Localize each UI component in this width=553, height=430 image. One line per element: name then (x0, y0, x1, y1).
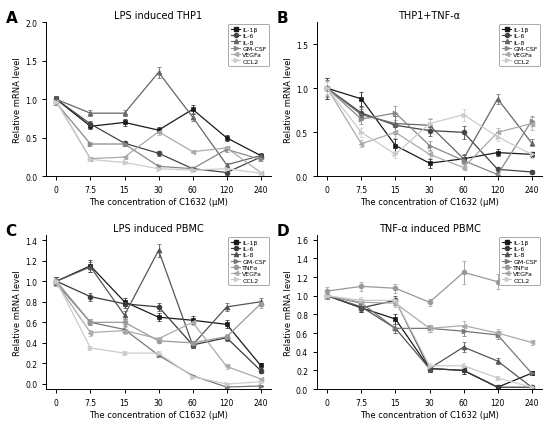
X-axis label: The concentration of C1632 (μM): The concentration of C1632 (μM) (89, 198, 228, 207)
Y-axis label: Relative mRNA level: Relative mRNA level (13, 270, 22, 355)
Text: C: C (6, 223, 17, 238)
X-axis label: The concentration of C1632 (μM): The concentration of C1632 (μM) (360, 410, 499, 419)
Title: LPS induced THP1: LPS induced THP1 (114, 11, 202, 21)
Legend: IL-1β, IL-6, IL-8, GM-CSF, TNFα, VEGFa, CCL2: IL-1β, IL-6, IL-8, GM-CSF, TNFα, VEGFa, … (228, 237, 269, 286)
X-axis label: The concentration of C1632 (μM): The concentration of C1632 (μM) (89, 410, 228, 419)
Y-axis label: Relative mRNA level: Relative mRNA level (284, 270, 293, 355)
Y-axis label: Relative mRNA level: Relative mRNA level (13, 57, 22, 143)
Text: D: D (276, 223, 289, 238)
Y-axis label: Relative mRNA level: Relative mRNA level (284, 57, 293, 143)
X-axis label: The concentration of C1632 (μM): The concentration of C1632 (μM) (360, 198, 499, 207)
Title: THP1+TNF-α: THP1+TNF-α (399, 11, 461, 21)
Title: LPS induced PBMC: LPS induced PBMC (113, 223, 204, 233)
Title: TNF-α induced PBMC: TNF-α induced PBMC (379, 223, 481, 233)
Legend: IL-1β, IL-6, IL-8, GM-CSF, TNFα, VEGFa, CCL2: IL-1β, IL-6, IL-8, GM-CSF, TNFα, VEGFa, … (499, 237, 540, 286)
Text: A: A (6, 11, 18, 26)
Legend: IL-1β, IL-6, IL-8, GM-CSF, VEGFa, CCL2: IL-1β, IL-6, IL-8, GM-CSF, VEGFa, CCL2 (499, 25, 540, 67)
Text: B: B (276, 11, 288, 26)
Legend: IL-1β, IL-6, IL-8, GM-CSF, VEGFa, CCL2: IL-1β, IL-6, IL-8, GM-CSF, VEGFa, CCL2 (228, 25, 269, 67)
